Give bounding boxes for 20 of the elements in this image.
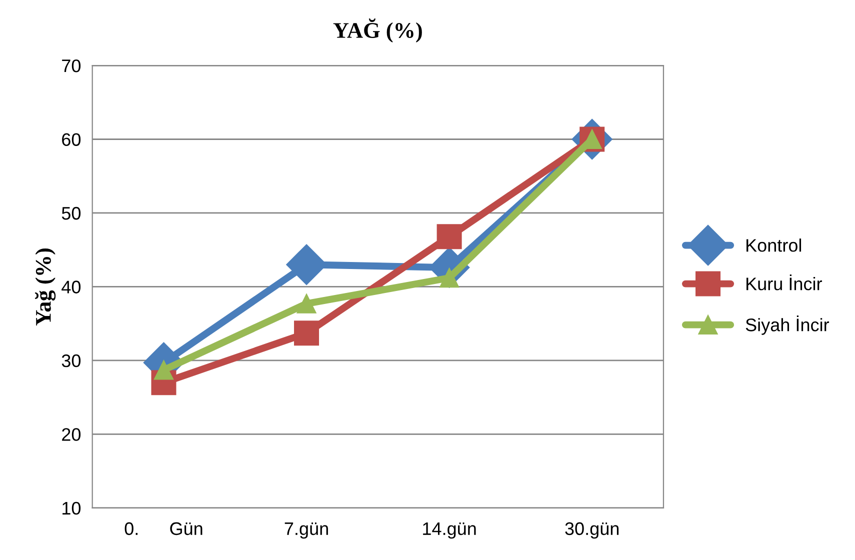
- x-tick-label: 0. Gün: [124, 522, 202, 536]
- y-axis-title: Yağ (%): [35, 248, 56, 326]
- x-tick-label: 14.gün: [423, 522, 476, 539]
- point: [436, 224, 462, 250]
- chart-title: YAĞ (%): [333, 18, 422, 42]
- point: [296, 294, 316, 314]
- y-tick-label: 60: [62, 133, 81, 146]
- y-tick-label: 40: [62, 280, 81, 294]
- legend-label: Kuru İncir: [746, 274, 822, 290]
- point: [154, 360, 174, 380]
- y-tick-label: 20: [62, 428, 81, 441]
- legend-label: Siyah İncir: [746, 316, 830, 335]
- point: [294, 320, 320, 346]
- y-tick-label: 50: [62, 206, 81, 220]
- x-tick-label: 30.gün: [565, 522, 619, 539]
- y-tick-label: 70: [62, 59, 81, 72]
- y-tick-label: 30: [62, 354, 81, 368]
- y-tick-label: 10: [62, 502, 81, 515]
- legend-label: Kontrol: [746, 238, 802, 252]
- x-tick-label: 7.gün: [284, 522, 328, 539]
